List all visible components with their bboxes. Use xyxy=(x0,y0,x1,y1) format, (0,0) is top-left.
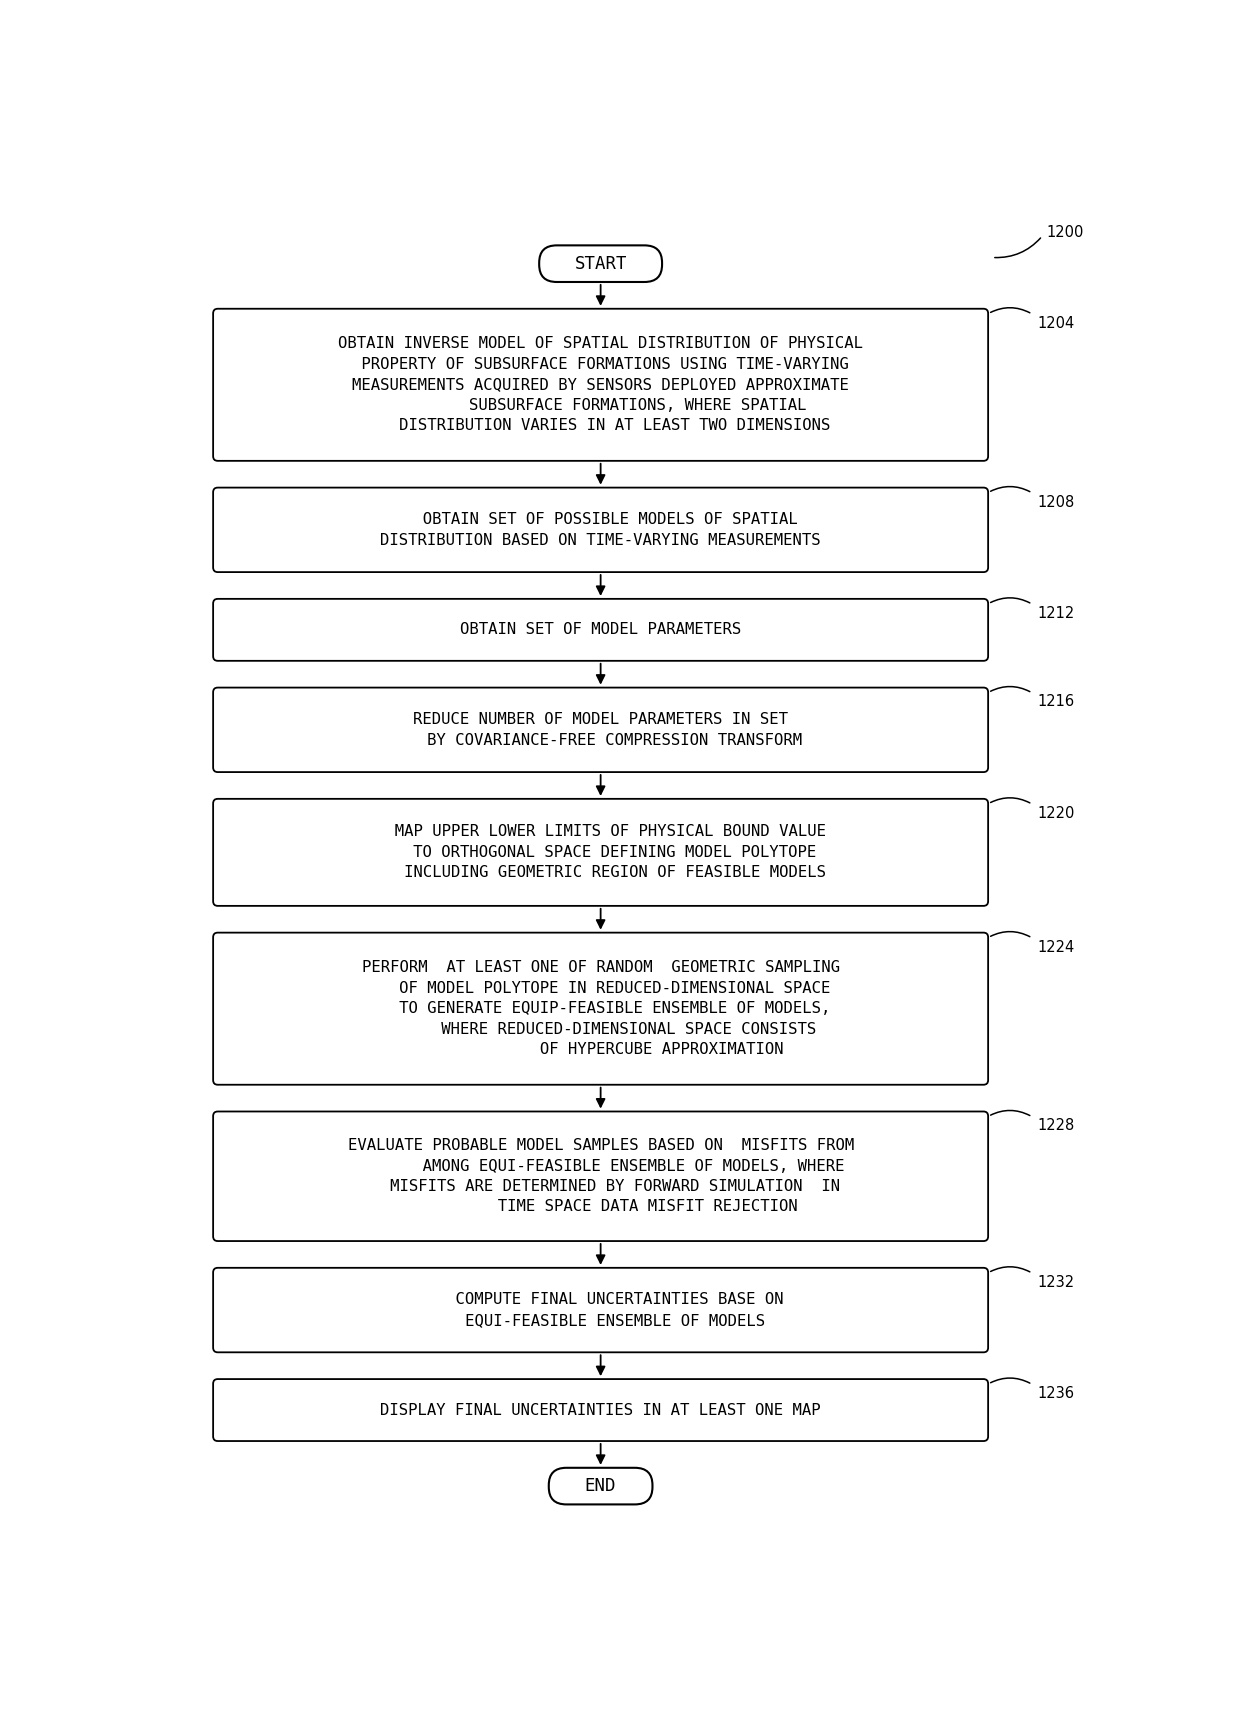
Text: OBTAIN SET OF POSSIBLE MODELS OF SPATIAL
DISTRIBUTION BASED ON TIME-VARYING MEAS: OBTAIN SET OF POSSIBLE MODELS OF SPATIAL… xyxy=(381,511,821,548)
Text: OBTAIN INVERSE MODEL OF SPATIAL DISTRIBUTION OF PHYSICAL
 PROPERTY OF SUBSURFACE: OBTAIN INVERSE MODEL OF SPATIAL DISTRIBU… xyxy=(339,336,863,434)
Text: 1212: 1212 xyxy=(1038,606,1075,620)
Text: EVALUATE PROBABLE MODEL SAMPLES BASED ON  MISFITS FROM
       AMONG EQUI-FEASIBL: EVALUATE PROBABLE MODEL SAMPLES BASED ON… xyxy=(347,1138,854,1214)
Text: 1228: 1228 xyxy=(1038,1118,1075,1133)
FancyBboxPatch shape xyxy=(213,599,988,661)
Text: END: END xyxy=(585,1477,616,1495)
Text: PERFORM  AT LEAST ONE OF RANDOM  GEOMETRIC SAMPLING
   OF MODEL POLYTOPE IN REDU: PERFORM AT LEAST ONE OF RANDOM GEOMETRIC… xyxy=(362,961,839,1057)
FancyBboxPatch shape xyxy=(213,687,988,771)
Text: 1204: 1204 xyxy=(1038,315,1075,331)
Text: COMPUTE FINAL UNCERTAINTIES BASE ON
   EQUI-FEASIBLE ENSEMBLE OF MODELS: COMPUTE FINAL UNCERTAINTIES BASE ON EQUI… xyxy=(418,1293,784,1328)
Text: 1208: 1208 xyxy=(1038,494,1075,510)
Text: 1224: 1224 xyxy=(1038,940,1075,954)
FancyBboxPatch shape xyxy=(213,1379,988,1441)
FancyBboxPatch shape xyxy=(213,933,988,1085)
FancyBboxPatch shape xyxy=(213,1267,988,1352)
Text: MAP UPPER LOWER LIMITS OF PHYSICAL BOUND VALUE
   TO ORTHOGONAL SPACE DEFINING M: MAP UPPER LOWER LIMITS OF PHYSICAL BOUND… xyxy=(376,825,826,880)
Text: START: START xyxy=(574,255,627,272)
FancyBboxPatch shape xyxy=(213,1111,988,1242)
Text: 1200: 1200 xyxy=(1047,224,1084,239)
FancyBboxPatch shape xyxy=(539,245,662,282)
Text: REDUCE NUMBER OF MODEL PARAMETERS IN SET
   BY COVARIANCE-FREE COMPRESSION TRANS: REDUCE NUMBER OF MODEL PARAMETERS IN SET… xyxy=(399,713,802,747)
Text: 1236: 1236 xyxy=(1038,1386,1075,1402)
Text: 1216: 1216 xyxy=(1038,694,1075,709)
FancyBboxPatch shape xyxy=(213,799,988,906)
Text: OBTAIN SET OF MODEL PARAMETERS: OBTAIN SET OF MODEL PARAMETERS xyxy=(460,622,742,637)
Text: 1220: 1220 xyxy=(1038,806,1075,821)
Text: DISPLAY FINAL UNCERTAINTIES IN AT LEAST ONE MAP: DISPLAY FINAL UNCERTAINTIES IN AT LEAST … xyxy=(381,1402,821,1417)
FancyBboxPatch shape xyxy=(213,487,988,572)
Text: 1232: 1232 xyxy=(1038,1274,1075,1290)
FancyBboxPatch shape xyxy=(213,308,988,461)
FancyBboxPatch shape xyxy=(549,1467,652,1505)
